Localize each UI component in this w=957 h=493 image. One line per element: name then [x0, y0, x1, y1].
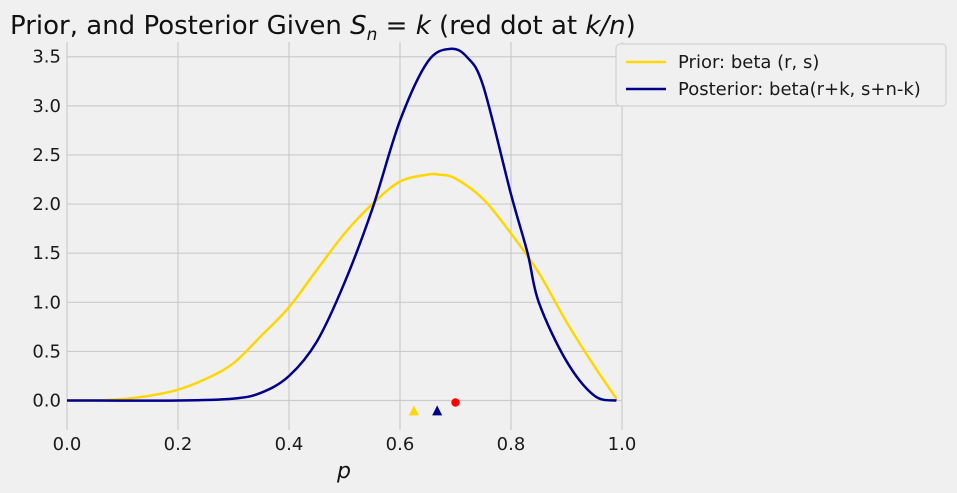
y-tick-label: 2.5 [32, 145, 61, 166]
grid [66, 42, 623, 430]
legend: Prior: beta (r, s) Posterior: beta(r+k, … [615, 43, 947, 107]
legend-box [615, 43, 947, 107]
y-tick-label: 0.5 [32, 341, 61, 362]
chart-title: Prior, and Posterior Given Sn = k (red d… [10, 11, 636, 45]
y-tick-label: 2.0 [32, 194, 61, 215]
x-tick-label: 1.0 [608, 434, 637, 455]
y-tick-label: 1.5 [32, 243, 61, 264]
posterior-curve [66, 47, 617, 402]
x-axis-label: p [336, 459, 351, 484]
prior-curve [66, 172, 618, 402]
k-over-n-dot [451, 398, 460, 407]
legend-label-prior: Prior: beta (r, s) [678, 52, 819, 73]
x-tick-label: 0.8 [497, 434, 526, 455]
tick-labels: 0.0 0.2 0.4 0.6 0.8 1.0 0.0 0.5 1.0 1.5 2.0 2.5 3.0 3… [32, 47, 636, 455]
prior-mean-marker [408, 405, 419, 416]
posterior-mean-marker [432, 405, 443, 416]
y-tick-label: 3.5 [32, 47, 61, 68]
x-tick-label: 0.0 [53, 434, 82, 455]
y-tick-label: 3.0 [32, 96, 61, 117]
legend-label-posterior: Posterior: beta(r+k, s+n-k) [678, 79, 921, 100]
x-tick-label: 0.2 [164, 434, 193, 455]
markers-layer [408, 398, 460, 416]
series-layer [66, 47, 618, 402]
y-tick-label: 1.0 [32, 292, 61, 313]
y-tick-label: 0.0 [32, 391, 61, 412]
x-tick-label: 0.6 [386, 434, 415, 455]
x-tick-label: 0.4 [275, 434, 304, 455]
